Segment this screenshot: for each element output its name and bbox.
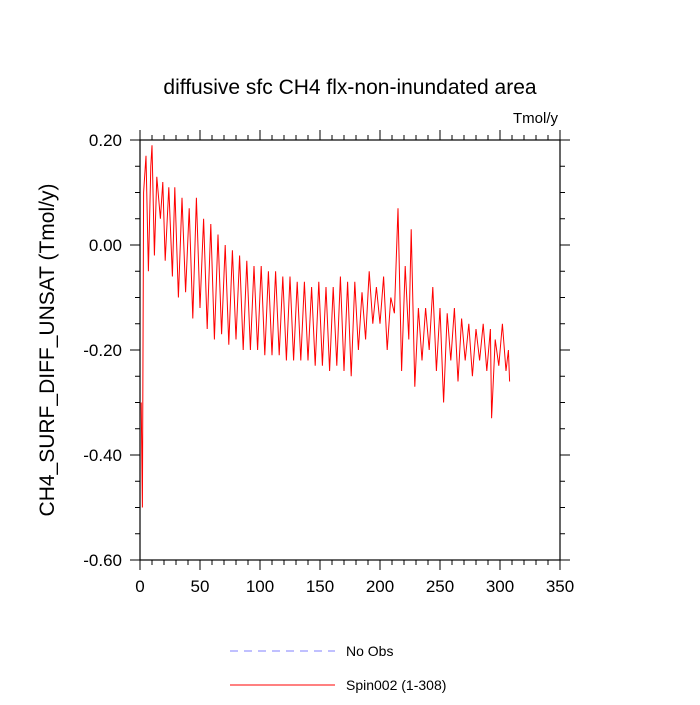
x-tick-label: 200 xyxy=(366,577,394,596)
y-axis-label: CH4_SURF_DIFF_UNSAT (Tmol/y) xyxy=(36,184,59,517)
x-tick-label: 300 xyxy=(486,577,514,596)
x-tick-label: 150 xyxy=(306,577,334,596)
y-tick-label: 0.20 xyxy=(89,131,122,150)
y-tick-label: 0.00 xyxy=(89,236,122,255)
data-line xyxy=(140,145,511,508)
units-label: Tmol/y xyxy=(513,110,559,127)
y-tick-label: -0.40 xyxy=(83,446,122,465)
x-tick-label: 100 xyxy=(246,577,274,596)
x-tick-label: 50 xyxy=(191,577,210,596)
y-tick-label: -0.20 xyxy=(83,341,122,360)
x-tick-label: 350 xyxy=(546,577,574,596)
legend-label: Spin002 (1-308) xyxy=(346,677,446,693)
y-tick-label: -0.60 xyxy=(83,551,122,570)
x-tick-label: 250 xyxy=(426,577,454,596)
chart-title: diffusive sfc CH4 flx-non-inundated area xyxy=(163,76,536,99)
legend-label: No Obs xyxy=(346,643,393,659)
x-tick-label: 0 xyxy=(135,577,144,596)
